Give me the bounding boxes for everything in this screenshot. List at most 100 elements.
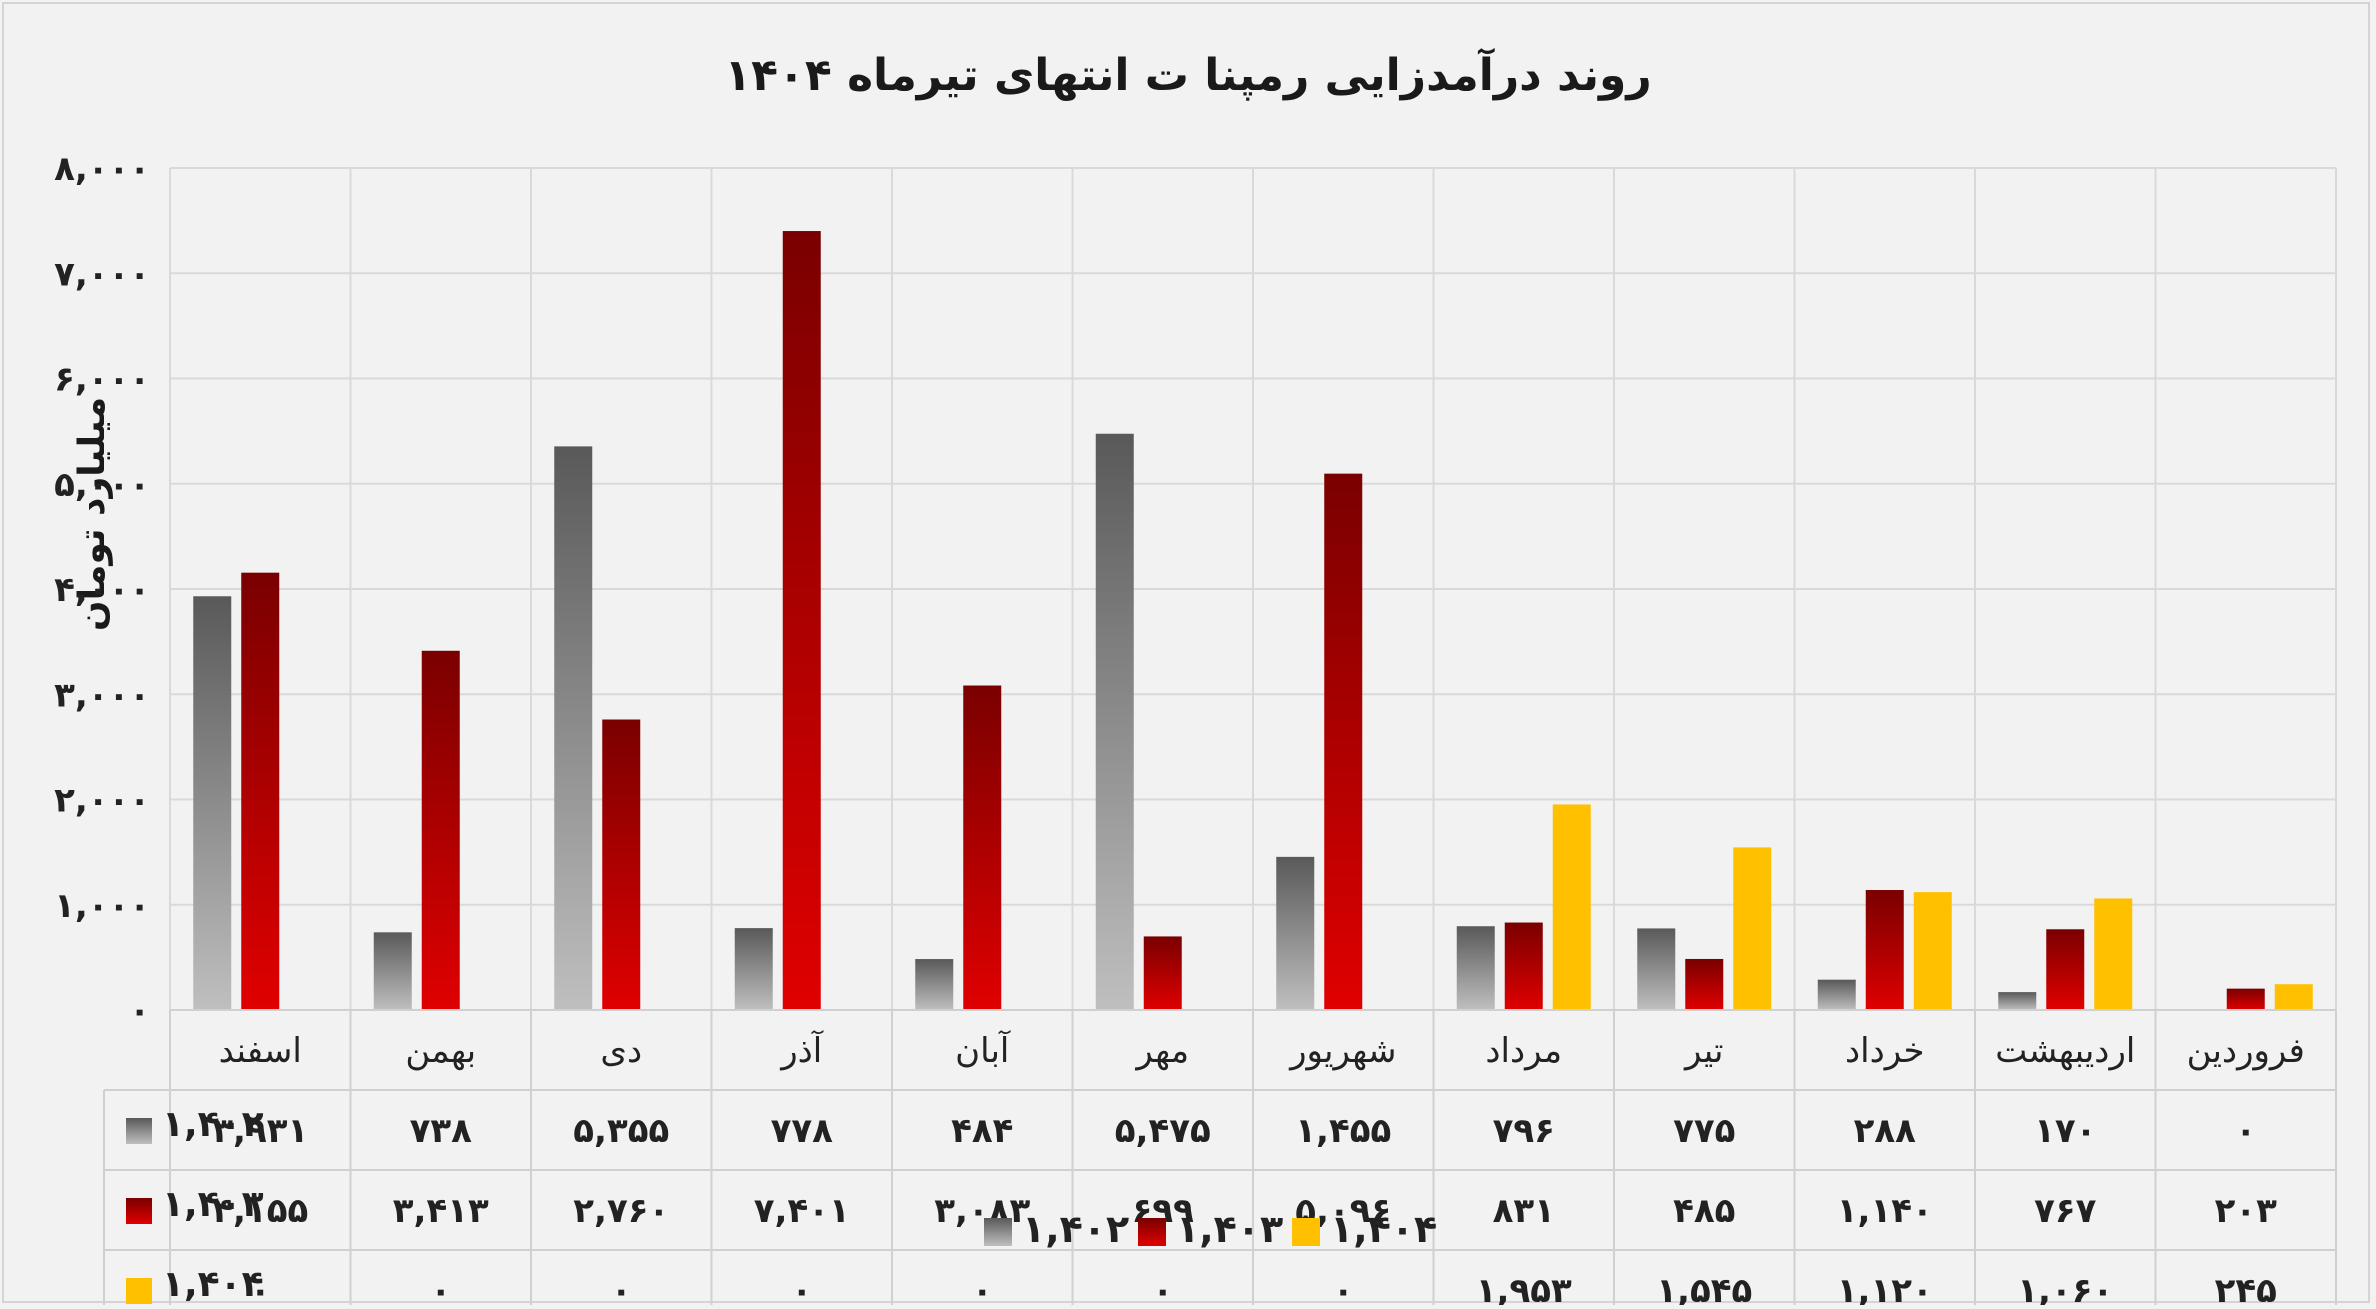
y-tick-label: ۸,۰۰۰ [54, 149, 150, 189]
table-cell: ۷۶۷ [2034, 1191, 2097, 1231]
bar-۱,۴۰۳-آذر [782, 231, 821, 1011]
y-axis-label: میلیارد تومان [72, 397, 113, 631]
bar-۱,۴۰۲-آذر [734, 928, 773, 1010]
legend-swatch [1138, 1218, 1166, 1246]
bar-۱,۴۰۳-تیر [1685, 958, 1724, 1010]
y-tick-label: ۱,۰۰۰ [54, 886, 150, 926]
table-series-swatch [126, 1278, 152, 1304]
bar-۱,۴۰۲-اسفند [193, 596, 232, 1010]
table-cell: ۴۸۵ [1673, 1191, 1735, 1231]
bar-۱,۴۰۳-فروردین [2226, 988, 2265, 1010]
table-cell: ۱۷۰ [2034, 1111, 2096, 1151]
category-label: تیر [1683, 1031, 1723, 1071]
table-series-label: ۱,۴۰۴ [162, 1264, 264, 1305]
table-cell: ۲۸۸ [1854, 1111, 1917, 1151]
category-label: بهمن [405, 1031, 476, 1071]
y-tick-label: ۶,۰۰۰ [54, 360, 150, 400]
legend-swatch [1292, 1218, 1320, 1246]
category-label: مهر [1134, 1031, 1189, 1071]
table-series-swatch [126, 1198, 152, 1224]
table-cell: ۱,۱۴۰ [1837, 1191, 1933, 1231]
table-cell: ۱,۵۴۵ [1656, 1271, 1752, 1305]
table-series-label: ۱,۴۰۲ [162, 1104, 264, 1145]
table-cell: ۲۴۵ [2215, 1271, 2277, 1305]
table-cell: ۰ [1152, 1271, 1173, 1305]
bar-۱,۴۰۲-بهمن [373, 932, 412, 1010]
table-cell: ۰ [250, 1271, 271, 1305]
legend-label: ۱,۴۰۳ [1176, 1207, 1283, 1251]
bar-۱,۴۰۳-اردیبهشت [2046, 929, 2085, 1010]
y-tick-label: ۳,۰۰۰ [54, 675, 150, 715]
table-cell: ۰ [611, 1271, 632, 1305]
table-cell: ۵,۴۷۵ [1115, 1111, 1211, 1151]
table-cell: ۲۰۳ [2215, 1191, 2278, 1231]
bar-۱,۴۰۳-آبان [963, 685, 1002, 1010]
table-cell: ۵,۳۵۵ [573, 1111, 669, 1151]
table-cell: ۱,۱۲۰ [1837, 1271, 1933, 1305]
bar-۱,۴۰۳-خرداد [1865, 890, 1904, 1010]
legend-label: ۱,۴۰۲ [1022, 1207, 1129, 1251]
bar-۱,۴۰۲-مهر [1095, 433, 1134, 1011]
table-cell: ۷۷۸ [771, 1111, 834, 1151]
category-label: خرداد [1845, 1031, 1925, 1071]
category-label: اردیبهشت [1995, 1031, 2135, 1071]
table-cell: ۳,۴۱۳ [393, 1191, 489, 1231]
data-table: فروردین اردیبهشت خرداد تیر مرداد شهریور مهر آبا… [103, 1009, 2337, 1305]
legend-label: ۱,۴۰۴ [1330, 1207, 1437, 1251]
category-label: دی [600, 1031, 642, 1071]
bar-۱,۴۰۲-آبان [915, 959, 954, 1010]
table-cell: ۲,۷۶۰ [573, 1191, 669, 1231]
table-cell: ۱,۴۵۵ [1295, 1111, 1391, 1151]
bar-۱,۴۰۳-شهریور [1324, 473, 1363, 1010]
table-cell: ۰ [791, 1271, 812, 1305]
legend: ۱,۴۰۲ ۱,۴۰۳ ۱,۴۰۴ [984, 1207, 1437, 1251]
table-cell: ۰ [972, 1271, 993, 1305]
bar-۱,۴۰۳-مهر [1143, 936, 1182, 1010]
table-cell: ۱,۹۵۳ [1476, 1271, 1572, 1305]
table-cell: ۰ [2235, 1111, 2256, 1151]
table-cell: ۷۹۶ [1493, 1111, 1555, 1151]
table-cell: ۳,۰۸۳ [934, 1191, 1030, 1231]
category-label: اسفند [219, 1031, 302, 1071]
bar-۱,۴۰۲-اردیبهشت [1998, 992, 2037, 1010]
bar-۱,۴۰۴-تیر [1733, 847, 1772, 1010]
y-tick-label: ۰ [129, 991, 150, 1031]
table-cell: ۱,۰۶۰ [2017, 1271, 2113, 1305]
revenue-chart: روند درآمدزایی رمپنا ت انتهای تیرماه ۱۴۰… [54, 47, 2337, 1305]
table-cell: ۰ [1333, 1271, 1354, 1305]
y-tick-label: ۷,۰۰۰ [54, 254, 150, 294]
bar-۱,۴۰۳-دی [602, 719, 641, 1010]
bar-۱,۴۰۲-مرداد [1456, 926, 1495, 1010]
bar-۱,۴۰۴-خرداد [1913, 892, 1952, 1010]
y-axis-ticks: ۰ ۱,۰۰۰ ۲,۰۰۰ ۳,۰۰۰ ۴,۰۰۰ ۵,۰۰۰ ۶,۰۰۰ ۷,۰۰۰ ۸,۰۰… [54, 149, 150, 1031]
chart-title: روند درآمدزایی رمپنا ت انتهای تیرماه ۱۴۰… [724, 47, 1651, 101]
bar-۱,۴۰۲-دی [554, 446, 593, 1011]
table-cell: ۷۳۸ [410, 1111, 473, 1151]
y-tick-label: ۴,۰۰۰ [54, 570, 150, 610]
y-tick-label: ۲,۰۰۰ [54, 781, 150, 821]
bar-۱,۴۰۴-فروردین [2274, 984, 2313, 1010]
bar-۱,۴۰۴-مرداد [1552, 804, 1591, 1010]
grid-lines [169, 167, 2337, 1010]
category-label: آذر [779, 1030, 824, 1071]
bar-۱,۴۰۳-مرداد [1504, 922, 1543, 1010]
table-cell: ۴۸۴ [951, 1111, 1013, 1151]
y-tick-label: ۵,۰۰۰ [54, 465, 150, 505]
bar-۱,۴۰۲-تیر [1637, 928, 1676, 1010]
table-cell: ۷۷۵ [1673, 1111, 1735, 1151]
category-label: فروردین [2187, 1031, 2305, 1071]
bar-۱,۴۰۳-اسفند [241, 572, 280, 1010]
bar-۱,۴۰۲-خرداد [1817, 979, 1856, 1010]
bar-۱,۴۰۴-اردیبهشت [2094, 898, 2133, 1010]
table-cell: ۳,۹۳۱ [212, 1111, 308, 1151]
table-cell: ۰ [430, 1271, 451, 1305]
category-label: شهریور [1288, 1031, 1396, 1071]
table-series-label: ۱,۴۰۳ [162, 1184, 264, 1225]
category-label: مرداد [1485, 1031, 1562, 1071]
table-cell: ۸۳۱ [1493, 1191, 1555, 1231]
table-cell: ۴,۱۵۵ [212, 1191, 308, 1231]
bars [193, 231, 2313, 1011]
table-cell: ۷,۴۰۱ [754, 1191, 850, 1231]
table-series-swatch [126, 1118, 152, 1144]
